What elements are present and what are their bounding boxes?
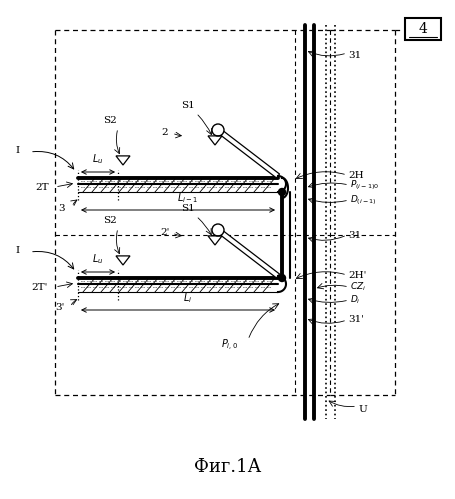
Text: $P_{(i-1)0}$: $P_{(i-1)0}$ [349, 178, 379, 192]
Text: 2: 2 [162, 128, 168, 137]
Text: 2T: 2T [35, 183, 49, 192]
Text: 31: 31 [347, 231, 360, 240]
Text: $P_{i,0}$: $P_{i,0}$ [221, 337, 238, 353]
Text: 4: 4 [418, 22, 426, 36]
Text: Фиг.1А: Фиг.1А [194, 458, 261, 476]
Circle shape [212, 124, 223, 136]
Circle shape [212, 224, 223, 236]
Polygon shape [216, 128, 279, 178]
Text: 3: 3 [59, 204, 65, 213]
Text: S2: S2 [103, 216, 116, 225]
Text: $D_i$: $D_i$ [349, 294, 360, 306]
Text: I: I [16, 146, 20, 155]
Text: S1: S1 [181, 100, 194, 109]
Text: 2T': 2T' [32, 282, 48, 291]
Text: 2H': 2H' [347, 270, 365, 279]
Circle shape [278, 189, 285, 196]
Text: 2H: 2H [347, 171, 363, 180]
Text: U: U [357, 405, 366, 414]
Text: 2': 2' [160, 228, 169, 237]
Polygon shape [216, 228, 279, 278]
Text: $L_u$: $L_u$ [92, 252, 103, 266]
Text: $D_{(i-1)}$: $D_{(i-1)}$ [349, 193, 376, 207]
Text: $L_i$: $L_i$ [183, 291, 192, 305]
Circle shape [278, 274, 285, 281]
Text: 31: 31 [347, 50, 360, 59]
Text: I: I [16, 246, 20, 254]
Text: S2: S2 [103, 115, 116, 124]
Text: S1: S1 [181, 204, 194, 213]
Text: $L_{i-1}$: $L_{i-1}$ [177, 191, 198, 205]
Text: $CZ_i$: $CZ_i$ [349, 281, 365, 293]
Bar [404, 18, 440, 40]
Text: $L_u$: $L_u$ [92, 152, 103, 166]
Text: 31': 31' [347, 315, 363, 324]
Text: 3': 3' [55, 303, 65, 312]
